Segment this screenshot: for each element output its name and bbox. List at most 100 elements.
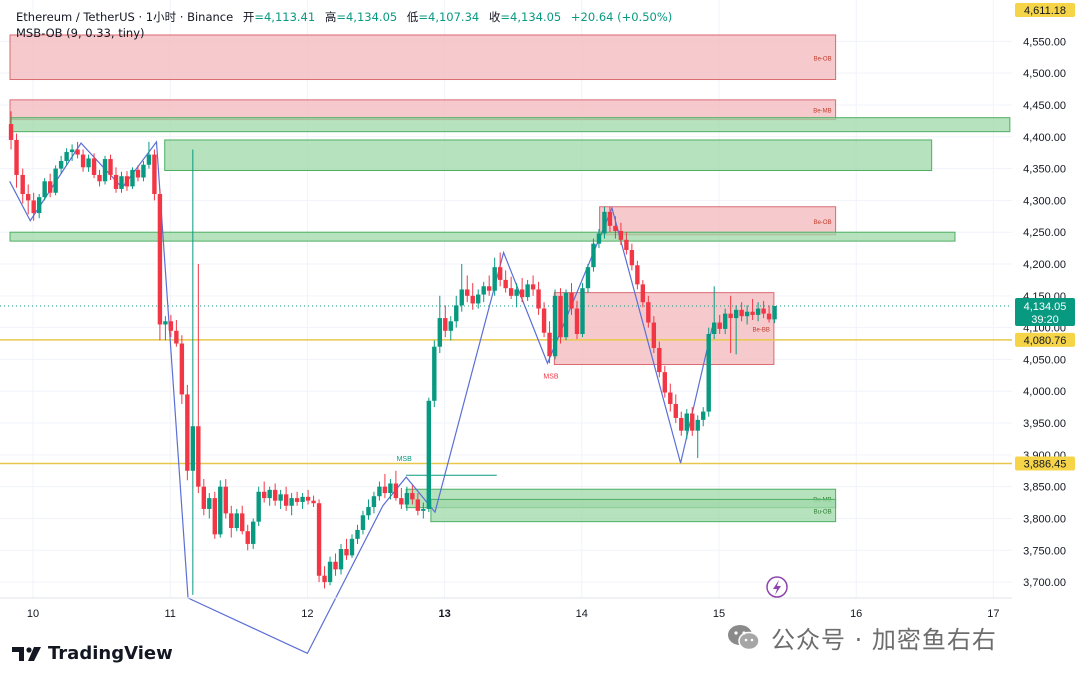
candle-up	[744, 305, 750, 325]
candle-down	[382, 473, 388, 499]
candle-body	[53, 168, 58, 193]
candle-body	[585, 267, 591, 289]
candle-body	[728, 313, 733, 319]
candle-down	[607, 206, 613, 233]
candle-down	[486, 275, 492, 296]
symbol-header: Ethereum / TetherUS · 1小时 · Binance 开=4,…	[16, 9, 672, 25]
candle-body	[196, 426, 201, 487]
candle-body	[613, 225, 618, 231]
candle-body	[733, 309, 739, 319]
candle-down	[541, 302, 547, 338]
candle-body	[684, 413, 689, 431]
candle-up	[64, 148, 69, 166]
time-tick-label: 12	[301, 608, 313, 620]
candle-up	[366, 499, 371, 520]
candle-down	[223, 479, 228, 519]
candle-down	[668, 383, 673, 412]
bearish-order-block	[9, 99, 837, 121]
price-tick-label: 3,700.00	[1023, 577, 1066, 589]
candle-down	[272, 483, 278, 506]
candle-body	[245, 531, 250, 544]
time-tick-label: 15	[713, 608, 725, 620]
candle-up	[722, 308, 728, 334]
candle-body	[207, 498, 212, 509]
candle-up	[426, 397, 432, 513]
candle-up	[695, 415, 700, 459]
candle-down	[530, 275, 536, 296]
candle-body	[91, 158, 97, 175]
candle-down	[179, 335, 185, 404]
candle-down	[305, 489, 311, 505]
brand-name: TradingView	[48, 643, 173, 664]
candle-up	[514, 283, 519, 308]
candle-body	[651, 322, 657, 348]
candle-up	[256, 486, 261, 527]
candle-up	[267, 486, 272, 506]
candle-body	[772, 305, 777, 320]
time-axis[interactable]: 10 11 12 13 14 15 16 17	[0, 597, 1012, 620]
candle-body	[486, 286, 492, 291]
candle-up	[552, 289, 558, 360]
candle-down	[519, 278, 525, 303]
candle-up	[69, 144, 75, 161]
candle-down	[558, 288, 563, 344]
candle-down	[662, 365, 668, 398]
time-tick-label: 14	[576, 608, 588, 620]
price-tag-text: 4,080.76	[1024, 335, 1067, 347]
candle-body	[25, 194, 31, 201]
zone-label: Be-BB	[753, 328, 770, 334]
candle-down	[201, 479, 207, 516]
candle-body	[454, 305, 459, 322]
indicator-label[interactable]: MSB-OB (9, 0.33, tiny)	[16, 26, 145, 40]
time-tick-label: 17	[987, 608, 999, 620]
candle-up	[585, 264, 591, 293]
chart-annotations: MSB MSB	[397, 374, 559, 476]
wechat-icon	[728, 624, 760, 650]
candle-up	[190, 149, 196, 595]
candle-down	[333, 553, 338, 576]
candle-body	[476, 294, 481, 304]
candle-body	[514, 289, 519, 296]
zone-label: Be-OB	[814, 56, 832, 62]
price-tick-label: 4,550.00	[1023, 36, 1066, 48]
candle-down	[465, 275, 470, 303]
candle-down	[508, 276, 514, 299]
lightning-icon[interactable]	[766, 576, 788, 598]
candle-up	[432, 340, 437, 408]
candle-up	[86, 154, 91, 172]
candle-body	[591, 243, 596, 268]
candle-body	[278, 494, 283, 501]
candle-body	[201, 486, 207, 509]
watermark-text: 公众号 · 加密鱼右右	[771, 626, 997, 654]
candle-body	[366, 507, 371, 516]
candle-up	[772, 305, 777, 324]
candle-body	[662, 372, 668, 393]
low-value: =4,107.34	[418, 10, 480, 24]
candle-down	[503, 270, 508, 293]
close-value: =4,134.05	[500, 10, 562, 24]
candle-body	[80, 154, 86, 168]
candle-down	[31, 192, 36, 221]
candle-body	[344, 549, 349, 556]
candle-down	[399, 487, 404, 509]
candle-down	[766, 305, 772, 323]
candle-down	[344, 538, 349, 560]
candle-up	[278, 489, 283, 509]
candle-body	[393, 483, 399, 499]
candle-body	[31, 200, 36, 214]
candle-body	[289, 498, 294, 506]
candle-body	[267, 489, 272, 499]
candle-up	[701, 407, 706, 427]
candle-body	[679, 417, 684, 431]
candle-body	[130, 169, 135, 187]
level-price-tag: 4,611.18	[1015, 3, 1075, 17]
candle-down	[640, 279, 646, 308]
tradingview-brand[interactable]: TradingView	[12, 643, 173, 664]
candle-up	[146, 141, 152, 169]
horizontal-levels	[0, 305, 1012, 465]
time-tick-label: 13	[438, 608, 450, 620]
candle-down	[470, 283, 475, 310]
candle-up	[338, 543, 344, 575]
